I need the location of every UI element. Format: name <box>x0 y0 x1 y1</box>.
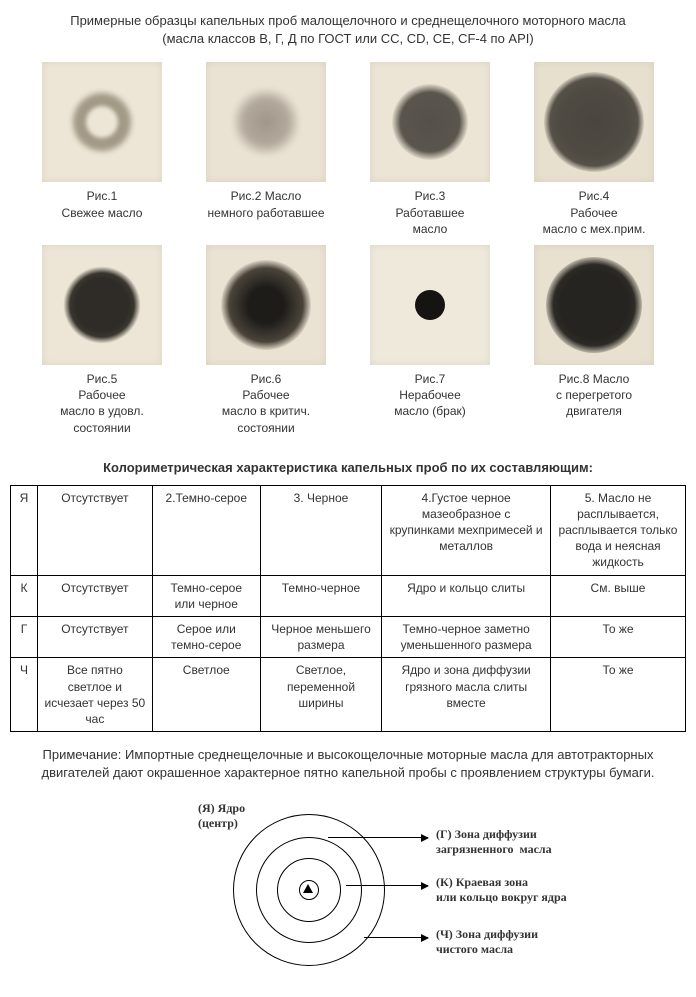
table-cell: См. выше <box>551 575 686 616</box>
note-text: Примечание: Импортные среднещелочные и в… <box>40 746 656 782</box>
sample-8: Рис.8 Масло с перегретого двигателя <box>522 245 666 436</box>
table-cell: Ядро и кольцо слиты <box>382 575 551 616</box>
table-cell: Темно-серое или черное <box>152 575 260 616</box>
table-title: Колориметрическая характеристика капельн… <box>10 460 686 475</box>
sample-7: Рис.7 Нерабочее масло (брак) <box>358 245 502 436</box>
sample-swatch <box>206 62 326 182</box>
table-row: КОтсутствуетТемно-серое или черноеТемно-… <box>11 575 686 616</box>
sample-1: Рис.1 Свежее масло <box>30 62 174 237</box>
label-k-zone: (К) Краевая зона или кольцо вокруг ядра <box>436 875 567 906</box>
table-row: ЧВсе пятно светлое и исчезает через 50 ч… <box>11 658 686 732</box>
sample-swatch <box>534 245 654 365</box>
zones-diagram: (Я) Ядро (центр) (Г) Зона диффузии загряз… <box>98 799 598 979</box>
sample-swatch <box>42 245 162 365</box>
table-cell: То же <box>551 617 686 658</box>
title-line1: Примерные образцы капельных проб малощел… <box>70 13 626 28</box>
row-label: Я <box>11 485 38 575</box>
core-icon <box>303 884 313 893</box>
table-cell: Все пятно светлое и исчезает через 50 ча… <box>38 658 153 732</box>
sample-caption: Рис.1 Свежее масло <box>30 188 174 220</box>
arrow-icon <box>364 937 428 938</box>
table-row: ЯОтсутствует2.Темно-серое3. Черное4.Густ… <box>11 485 686 575</box>
sample-caption: Рис.5 Рабочее масло в удовл. состоянии <box>30 371 174 436</box>
samples-grid: Рис.1 Свежее масло Рис.2 Масло немного ра… <box>30 62 666 435</box>
sample-swatch <box>370 245 490 365</box>
label-ch-zone: (Ч) Зона диффузии чистого масла <box>436 927 538 958</box>
table-cell: Темно-черное <box>260 575 382 616</box>
table-cell: Отсутствует <box>38 485 153 575</box>
table-cell: Отсутствует <box>38 575 153 616</box>
row-label: Г <box>11 617 38 658</box>
sample-4: Рис.4 Рабочее масло с мех.прим. <box>522 62 666 237</box>
table-cell: Серое или темно-серое <box>152 617 260 658</box>
sample-2: Рис.2 Масло немного работавшее <box>194 62 338 237</box>
table-cell: Черное меньшего размера <box>260 617 382 658</box>
sample-5: Рис.5 Рабочее масло в удовл. состоянии <box>30 245 174 436</box>
sample-6: Рис.6 Рабочее масло в критич. состоянии <box>194 245 338 436</box>
table-cell: Ядро и зона диффузии грязного масла слит… <box>382 658 551 732</box>
table-cell: 3. Черное <box>260 485 382 575</box>
arrow-icon <box>328 837 428 838</box>
table-cell: 5. Масло не расплывается, расплывается т… <box>551 485 686 575</box>
title-line2: (масла классов В, Г, Д по ГОСТ или CC, C… <box>162 31 533 46</box>
sample-caption: Рис.3 Работавшее масло <box>358 188 502 237</box>
table-cell: Светлое <box>152 658 260 732</box>
page-title: Примерные образцы капельных проб малощел… <box>10 12 686 48</box>
table-row: ГОтсутствуетСерое или темно-сероеЧерное … <box>11 617 686 658</box>
sample-swatch <box>42 62 162 182</box>
sample-swatch <box>370 62 490 182</box>
sample-swatch <box>206 245 326 365</box>
sample-caption: Рис.2 Масло немного работавшее <box>194 188 338 220</box>
sample-caption: Рис.8 Масло с перегретого двигателя <box>522 371 666 420</box>
label-g-zone: (Г) Зона диффузии загрязненного масла <box>436 827 552 858</box>
sample-caption: Рис.7 Нерабочее масло (брак) <box>358 371 502 420</box>
sample-3: Рис.3 Работавшее масло <box>358 62 502 237</box>
label-core: (Я) Ядро (центр) <box>198 801 245 832</box>
table-cell: 2.Темно-серое <box>152 485 260 575</box>
table-cell: 4.Густое черное мазеобразное с крупинкам… <box>382 485 551 575</box>
table-cell: Светлое, переменной ширины <box>260 658 382 732</box>
row-label: К <box>11 575 38 616</box>
row-label: Ч <box>11 658 38 732</box>
sample-caption: Рис.6 Рабочее масло в критич. состоянии <box>194 371 338 436</box>
table-cell: Отсутствует <box>38 617 153 658</box>
sample-caption: Рис.4 Рабочее масло с мех.прим. <box>522 188 666 237</box>
table-cell: Темно-черное заметно уменьшенного размер… <box>382 617 551 658</box>
arrow-icon <box>346 885 428 886</box>
sample-swatch <box>534 62 654 182</box>
characteristics-table: ЯОтсутствует2.Темно-серое3. Черное4.Густ… <box>10 485 686 732</box>
table-cell: То же <box>551 658 686 732</box>
